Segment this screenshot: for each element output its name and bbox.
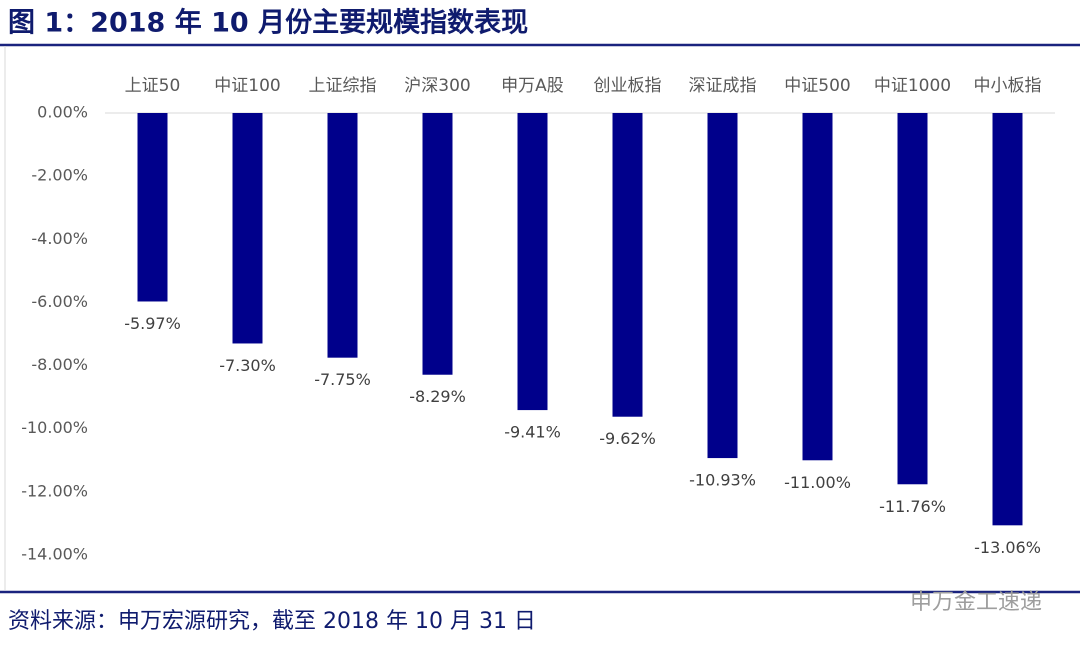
x-tick-label: 上证综指 (309, 76, 377, 96)
value-label: -7.75% (314, 370, 371, 389)
y-tick-label: -8.00% (31, 355, 88, 374)
bar (232, 113, 263, 344)
y-tick-label: -10.00% (21, 418, 88, 437)
y-tick-label: -6.00% (31, 292, 88, 311)
y-tick-label: -12.00% (21, 481, 88, 500)
value-label: -8.29% (409, 387, 466, 406)
bar (897, 113, 928, 485)
source-note: 资料来源：申万宏源研究，截至 2018 年 10 月 31 日 (8, 609, 536, 634)
y-tick-label: -2.00% (31, 166, 88, 185)
value-label: -9.41% (504, 423, 561, 442)
chart-title: 图 1：2018 年 10 月份主要规模指数表现 (8, 7, 528, 39)
value-label: -10.93% (689, 471, 756, 490)
x-tick-label: 沪深300 (404, 76, 470, 96)
x-tick-label: 中证500 (784, 76, 850, 96)
y-tick-label: -4.00% (31, 229, 88, 248)
x-tick-label: 中证1000 (874, 76, 951, 96)
value-label: -13.06% (974, 538, 1041, 557)
value-label: -9.62% (599, 429, 656, 448)
bar (327, 113, 358, 358)
x-tick-label: 中小板指 (974, 76, 1042, 96)
y-tick-label: 0.00% (37, 103, 88, 122)
bar (707, 113, 738, 459)
bar (137, 113, 168, 302)
bar (992, 113, 1023, 526)
x-tick-label: 创业板指 (594, 76, 662, 96)
value-label: -5.97% (124, 314, 181, 333)
x-tick-label: 深证成指 (689, 76, 757, 96)
value-label: -11.00% (784, 473, 851, 492)
bar (802, 113, 833, 461)
value-label: -7.30% (219, 356, 276, 375)
watermark: 申万金工速递 (910, 590, 1042, 615)
x-tick-label: 中证100 (214, 76, 280, 96)
y-tick-label: -14.00% (21, 545, 88, 564)
value-label: -11.76% (879, 497, 946, 516)
x-tick-label: 申万A股 (501, 76, 564, 96)
x-tick-label: 上证50 (125, 76, 181, 96)
bar (612, 113, 643, 417)
bar (422, 113, 453, 375)
bar (517, 113, 548, 411)
